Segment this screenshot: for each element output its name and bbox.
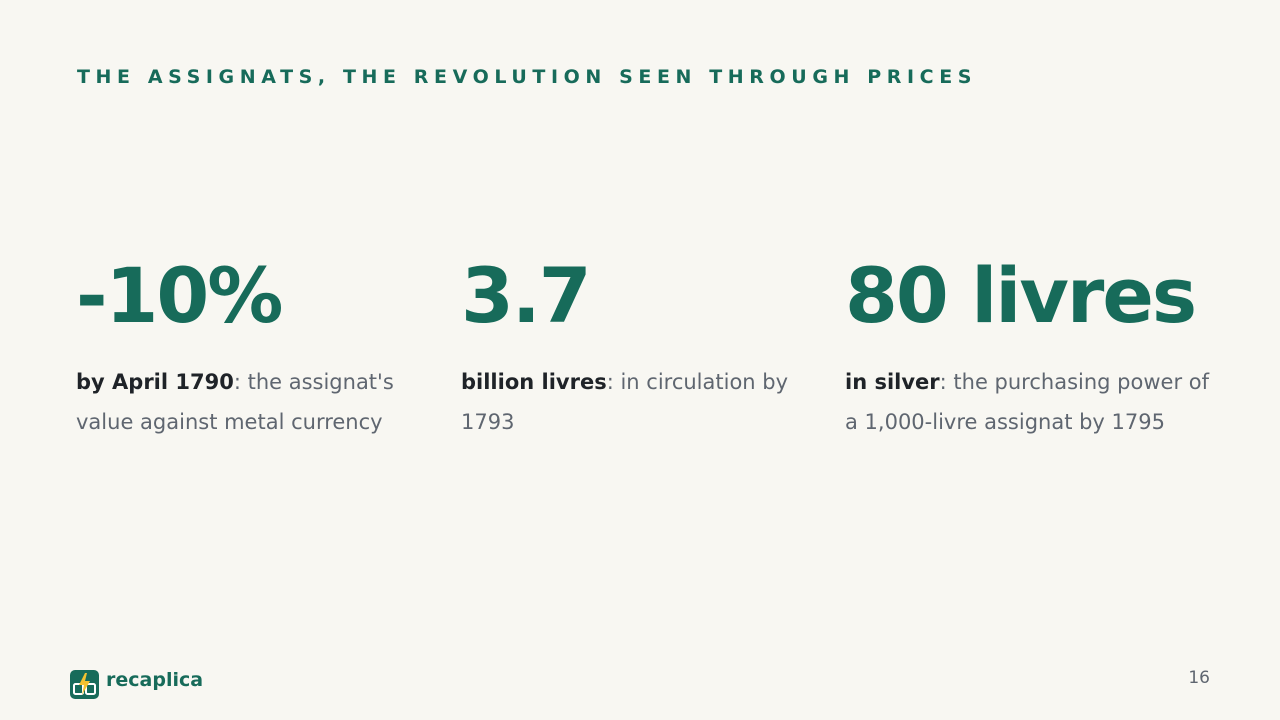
brand-logo	[70, 670, 99, 699]
stat-description: billion livres: in circulation by 1793	[461, 362, 831, 442]
stat-description: by April 1790: the assignat's value agai…	[76, 362, 446, 442]
stat-value: -10%	[76, 251, 283, 340]
slide-title: THE ASSIGNATS, THE REVOLUTION SEEN THROU…	[77, 66, 978, 88]
stat-label: : the purchasing power of a 1,000-livre …	[845, 370, 1209, 434]
stat-label: : in circulation by 1793	[461, 370, 789, 434]
stat-value: 80 livres	[845, 251, 1197, 340]
stat-label-bold: billion livres	[461, 370, 607, 394]
stat-description: in silver: the purchasing power of a 1,0…	[845, 362, 1215, 442]
stat: 80 livres in silver: the purchasing powe…	[845, 250, 1215, 442]
brand: recaplica	[70, 668, 204, 699]
stat-label: : the assignat's value against metal cur…	[76, 370, 394, 434]
page-number: 16	[1188, 668, 1210, 688]
stat: -10% by April 1790: the assignat's value…	[76, 250, 446, 442]
brand-name: recaplica	[106, 668, 204, 691]
stat-label-bold: by April 1790	[76, 370, 234, 394]
stat: 3.7 billion livres: in circulation by 17…	[461, 250, 831, 442]
stat-value: 3.7	[461, 251, 592, 340]
stat-label-bold: in silver	[845, 370, 940, 394]
